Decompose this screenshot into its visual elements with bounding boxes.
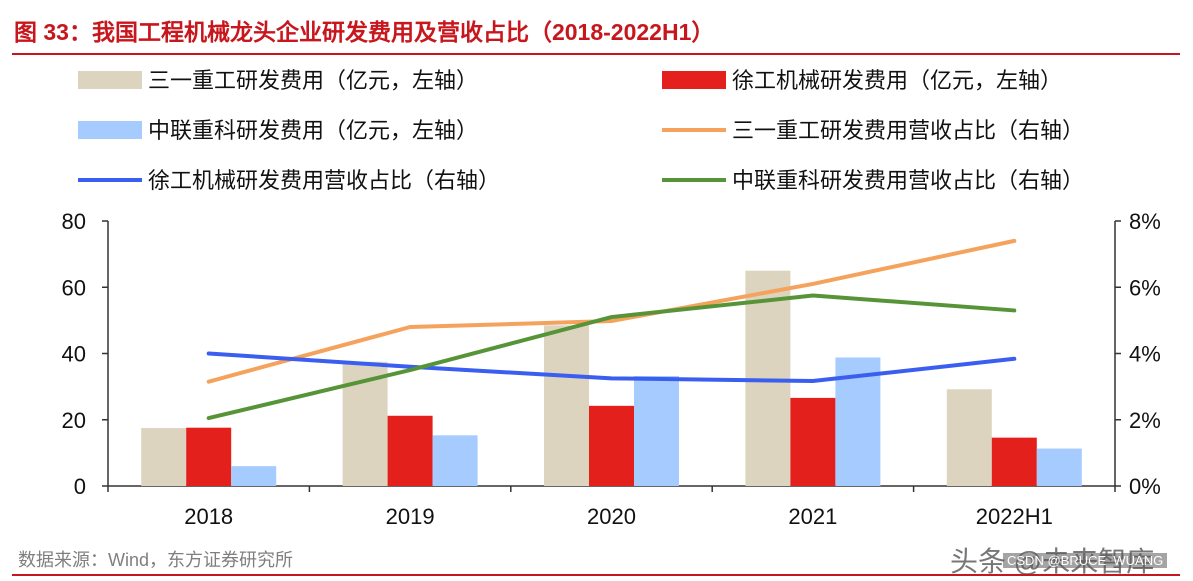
legend-label-5: 中联重科研发费用营收占比（右轴） <box>732 168 1084 193</box>
right-tick-label-0: 0% <box>1129 474 1161 499</box>
legend-swatch-0 <box>78 71 142 89</box>
right-tick-label-1: 2% <box>1129 408 1161 433</box>
legend-label-2: 中联重科研发费用（亿元，左轴） <box>148 118 478 143</box>
bottom-divider <box>12 574 1180 576</box>
bar-s0-4 <box>946 389 992 486</box>
bar-s2-0 <box>231 466 277 486</box>
x-tick-label-1: 2019 <box>386 504 435 529</box>
left-tick-label-0: 0 <box>74 474 86 499</box>
x-tick-label-0: 2018 <box>184 504 233 529</box>
bar-s0-0 <box>141 428 187 486</box>
bar-s1-4 <box>991 437 1037 486</box>
legend-swatch-1 <box>662 71 726 89</box>
left-tick-label-4: 80 <box>62 209 86 234</box>
watermark-sub: CSDN @BRUCE_WUANG <box>1003 553 1168 568</box>
title-divider <box>12 53 1180 55</box>
right-tick-label-2: 4% <box>1129 342 1161 367</box>
bar-s1-3 <box>790 397 836 486</box>
bar-s2-1 <box>432 435 478 486</box>
legend-swatch-2 <box>78 121 142 139</box>
bar-s2-4 <box>1036 448 1082 486</box>
line-series-2 <box>206 293 1017 421</box>
bar-s2-2 <box>634 376 679 486</box>
x-tick-label-2: 2020 <box>587 504 636 529</box>
bar-s1-1 <box>387 415 433 486</box>
bar-s1-2 <box>589 405 634 486</box>
bar-s0-2 <box>544 325 589 486</box>
x-tick-label-3: 2021 <box>788 504 837 529</box>
legend-label-4: 徐工机械研发费用营收占比（右轴） <box>148 168 500 193</box>
right-tick-label-3: 6% <box>1129 275 1161 300</box>
bar-s1-0 <box>186 427 232 486</box>
legend-label-1: 徐工机械研发费用（亿元，左轴） <box>732 68 1062 93</box>
left-tick-label-1: 20 <box>62 408 86 433</box>
line-series-1 <box>206 351 1017 383</box>
left-tick-label-3: 60 <box>62 275 86 300</box>
left-tick-label-2: 40 <box>62 342 86 367</box>
legend-label-3: 三一重工研发费用营收占比（右轴） <box>732 118 1084 143</box>
chart-title: 图 33：我国工程机械龙头企业研发费用及营收占比（2018-2022H1） <box>14 19 715 45</box>
x-tick-label-4: 2022H1 <box>976 504 1053 529</box>
source-note: 数据来源：Wind，东方证券研究所 <box>18 550 294 570</box>
right-tick-label-4: 8% <box>1129 209 1161 234</box>
legend-label-0: 三一重工研发费用（亿元，左轴） <box>148 68 478 93</box>
